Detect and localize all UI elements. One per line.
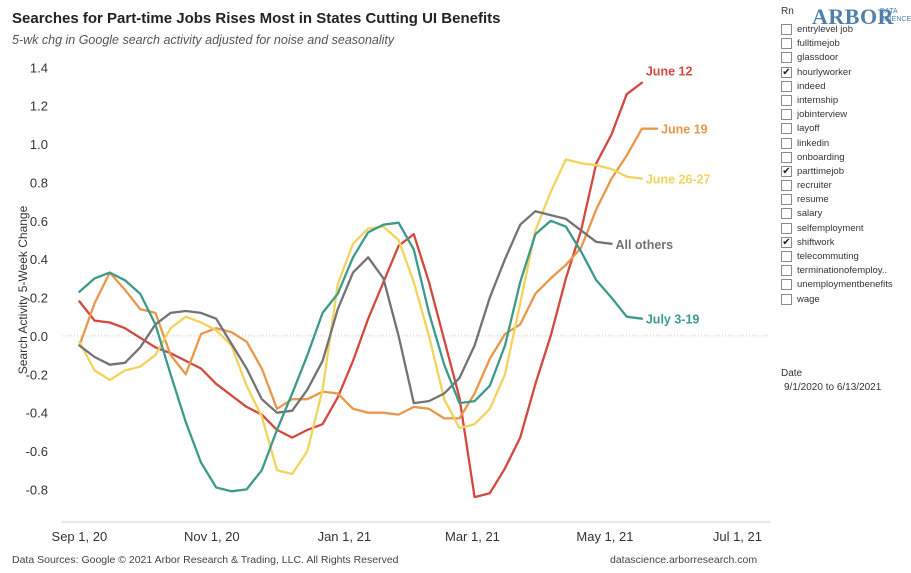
filter-checkbox[interactable]	[781, 152, 792, 163]
date-filter-range: 9/1/2020 to 6/13/2021	[784, 382, 881, 393]
filter-checkbox[interactable]: ✔	[781, 166, 792, 177]
filter-checkbox[interactable]	[781, 251, 792, 262]
filter-item[interactable]: resume	[781, 193, 911, 207]
filter-checkbox[interactable]	[781, 138, 792, 149]
series-label: All others	[615, 238, 673, 252]
filter-item-label: terminationofemploy..	[797, 264, 909, 277]
filter-checkbox[interactable]	[781, 38, 792, 49]
y-tick-label: 0.4	[30, 252, 48, 267]
y-tick-label: 0.0	[30, 329, 48, 344]
x-tick-label: May 1, 21	[576, 529, 633, 544]
series-line	[79, 221, 642, 492]
filter-item-label: fulltimejob	[797, 37, 909, 50]
series-line	[79, 83, 642, 497]
filter-checkbox[interactable]	[781, 194, 792, 205]
filter-checkbox[interactable]	[781, 223, 792, 234]
series-label: July 3-19	[646, 313, 700, 327]
y-tick-label: -0.8	[26, 482, 48, 497]
filter-item-label: jobinterview	[797, 108, 909, 121]
filter-checkbox[interactable]	[781, 81, 792, 92]
x-axis: Sep 1, 20 Nov 1, 20 Jan 1, 21 Mar 1, 21 May …	[52, 522, 770, 544]
filter-checkbox[interactable]	[781, 180, 792, 191]
series-line	[79, 129, 657, 419]
filter-checkbox[interactable]	[781, 52, 792, 63]
x-tick-label: Mar 1, 21	[445, 529, 500, 544]
filter-item[interactable]: wage	[781, 293, 911, 307]
logo-subtext: DATA SCIENCE	[880, 8, 911, 24]
filter-item[interactable]: recruiter	[781, 179, 911, 193]
filter-item-label: hourlyworker	[797, 66, 909, 79]
filter-item[interactable]: salary	[781, 207, 911, 221]
filter-item[interactable]: indeed	[781, 80, 911, 94]
y-tick-label: 1.0	[30, 137, 48, 152]
filter-item[interactable]: ✔ hourlyworker	[781, 66, 911, 80]
filter-checkbox[interactable]	[781, 294, 792, 305]
filter-item[interactable]: onboarding	[781, 151, 911, 165]
filter-item[interactable]: entrylevel job	[781, 23, 911, 37]
filter-item[interactable]: layoff	[781, 122, 911, 136]
x-tick-label: Jul 1, 21	[713, 529, 762, 544]
date-filter-title: Date	[781, 368, 802, 379]
filter-checkbox[interactable]: ✔	[781, 67, 792, 78]
filter-item-label: wage	[797, 293, 909, 306]
series-label: June 12	[646, 65, 693, 79]
filter-checkbox[interactable]	[781, 24, 792, 35]
filter-item[interactable]: ✔ shiftwork	[781, 236, 911, 250]
y-tick-label: 1.4	[30, 60, 48, 75]
filter-item[interactable]: terminationofemploy..	[781, 264, 911, 278]
filter-checkbox[interactable]	[781, 95, 792, 106]
filter-item[interactable]: linkedin	[781, 137, 911, 151]
filter-item-label: entrylevel job	[797, 23, 909, 36]
filter-item[interactable]: jobinterview	[781, 108, 911, 122]
filter-item-label: unemploymentbenefits	[797, 278, 909, 291]
filter-item-label: salary	[797, 207, 909, 220]
filter-item[interactable]: selfemployment	[781, 222, 911, 236]
series-label: June 26-27	[646, 173, 711, 187]
series-labels: June 12 June 19 June 26-27 All others July 3…	[615, 65, 710, 327]
filter-item[interactable]: fulltimejob	[781, 37, 911, 51]
x-tick-label: Sep 1, 20	[52, 529, 108, 544]
filter-item[interactable]: telecommuting	[781, 250, 911, 264]
filter-item[interactable]: internship	[781, 94, 911, 108]
filter-item-label: indeed	[797, 80, 909, 93]
series-line	[79, 211, 611, 413]
filter-checkbox[interactable]	[781, 208, 792, 219]
line-chart: 1.41.21.00.80.60.40.20.0-0.2-0.4-0.6-0.8…	[0, 0, 780, 550]
filter-checkbox[interactable]	[781, 123, 792, 134]
filter-item[interactable]: ✔ parttimejob	[781, 165, 911, 179]
y-tick-label: -0.4	[26, 406, 48, 421]
x-tick-label: Jan 1, 21	[318, 529, 372, 544]
filter-checkbox[interactable]: ✔	[781, 237, 792, 248]
filter-item[interactable]: glassdoor	[781, 51, 911, 65]
filter-title: Rn	[781, 6, 794, 17]
y-axis-label: Search Activity 5-Week Change	[16, 205, 30, 374]
website-link[interactable]: datascience.arborresearch.com	[610, 554, 757, 566]
y-axis: 1.41.21.00.80.60.40.20.0-0.2-0.4-0.6-0.8	[26, 60, 770, 497]
filter-item-label: parttimejob	[797, 165, 909, 178]
y-tick-label: 1.2	[30, 99, 48, 114]
filter-list: entrylevel jobfulltimejobglassdoor ✔ hourl…	[781, 23, 911, 307]
filter-item-label: resume	[797, 193, 909, 206]
filter-item-label: shiftwork	[797, 236, 909, 249]
y-tick-label: 0.6	[30, 214, 48, 229]
filter-item-label: selfemployment	[797, 222, 909, 235]
filter-item-label: linkedin	[797, 137, 909, 150]
y-tick-label: -0.6	[26, 444, 48, 459]
data-sources-footer: Data Sources: Google © 2021 Arbor Resear…	[12, 554, 399, 566]
y-tick-label: 0.8	[30, 175, 48, 190]
x-tick-label: Nov 1, 20	[184, 529, 240, 544]
filter-item-label: onboarding	[797, 151, 909, 164]
filter-item-label: layoff	[797, 122, 909, 135]
filter-checkbox[interactable]	[781, 265, 792, 276]
filter-checkbox[interactable]	[781, 279, 792, 290]
filter-item-label: recruiter	[797, 179, 909, 192]
filter-item-label: telecommuting	[797, 250, 909, 263]
filter-item-label: internship	[797, 94, 909, 107]
filter-item[interactable]: unemploymentbenefits	[781, 278, 911, 292]
filter-item-label: glassdoor	[797, 51, 909, 64]
series-label: June 19	[661, 123, 708, 137]
y-tick-label: 0.2	[30, 291, 48, 306]
filter-checkbox[interactable]	[781, 109, 792, 120]
series-lines	[79, 83, 657, 497]
